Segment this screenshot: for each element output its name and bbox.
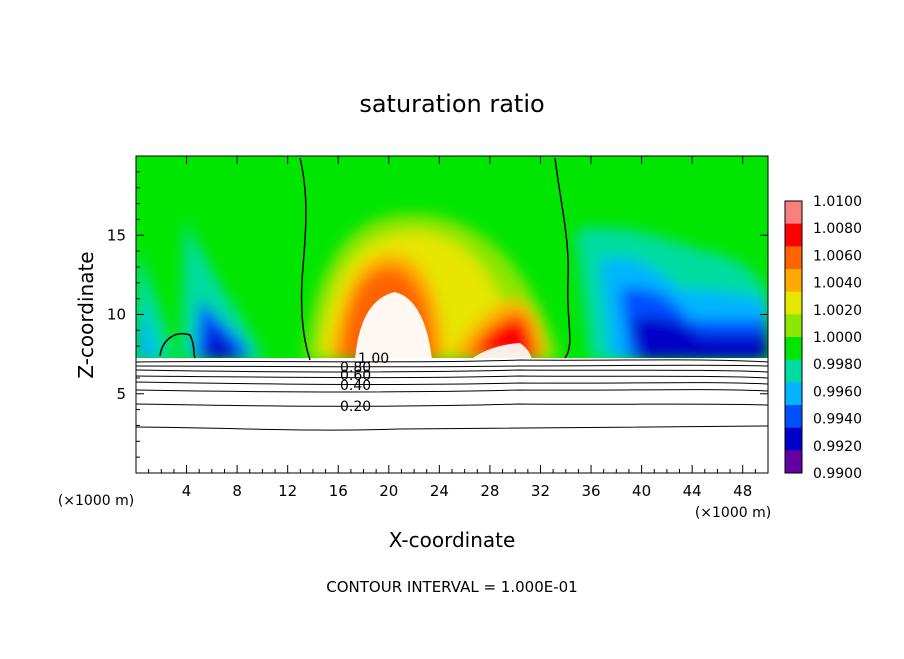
contour-labels: 1.00 0.80 0.60 0.40 0.20 (340, 351, 389, 415)
x-tick-label: 36 (581, 482, 600, 500)
colorbar-swatch (785, 405, 802, 429)
x-tick-label: 44 (683, 482, 702, 500)
contour-label: 0.40 (340, 378, 371, 394)
colorbar-label: 1.0020 (813, 303, 862, 319)
colorbar-swatch (785, 201, 802, 225)
colorbar-swatch (785, 382, 802, 406)
colorbar-label: 0.9960 (813, 384, 862, 400)
x-tick-label: 4 (182, 482, 192, 500)
contour-interval-note: CONTOUR INTERVAL = 1.000E-01 (326, 578, 577, 596)
colorbar-swatch (785, 359, 802, 383)
x-tick-label: 16 (329, 482, 348, 500)
y-axis: 5 10 15 (107, 171, 768, 458)
chart-title: saturation ratio (359, 90, 544, 118)
x-tick-label: 28 (480, 482, 499, 500)
colorbar-swatch (785, 291, 802, 315)
x-tick-label: 32 (531, 482, 550, 500)
heatmap-field (136, 156, 768, 473)
colorbar-label: 1.0040 (813, 276, 862, 292)
colorbar-label: 0.9940 (813, 412, 862, 428)
y-tick-label: 10 (107, 306, 126, 324)
colorbar-swatch (785, 427, 802, 451)
colorbar-label: 1.0080 (813, 221, 862, 237)
colorbar-swatch (785, 314, 802, 338)
contour-label: 0.80 (340, 360, 371, 376)
colorbar-label: 1.0100 (813, 194, 862, 210)
x-axis-label: X-coordinate (389, 528, 516, 552)
y-tick-label: 15 (107, 226, 126, 244)
colorbar-swatch (785, 450, 802, 474)
contour-label: 1.00 (358, 351, 389, 367)
colorbar-swatch (785, 223, 802, 247)
x-tick-label: 40 (632, 482, 651, 500)
x-tick-label: 48 (733, 482, 752, 500)
x-tick-label: 24 (430, 482, 449, 500)
colorbar: 1.0100 1.0080 1.0060 1.0040 1.0020 1.0000 0.99… (784, 194, 862, 482)
colorbar-frame (784, 200, 803, 474)
x-tick-label: 8 (232, 482, 242, 500)
contour-label: 0.20 (340, 399, 371, 415)
x-tick-label: 12 (278, 482, 297, 500)
colorbar-swatch (785, 337, 802, 361)
colorbar-label: 0.9920 (813, 439, 862, 455)
x-unit-right: (×1000 m) (695, 505, 771, 521)
colorbar-label: 0.9980 (813, 357, 862, 373)
colorbar-swatch (785, 269, 802, 293)
colorbar-label: 1.0060 (813, 248, 862, 264)
contour-label: 0.60 (340, 368, 371, 384)
colorbar-label: 0.9900 (813, 466, 862, 482)
x-tick-label: 20 (379, 482, 398, 500)
x-axis: 4 8 12 16 20 24 28 32 36 40 44 48 (148, 156, 756, 500)
x-unit-left: (×1000 m) (58, 493, 134, 509)
colorbar-label: 1.0000 (813, 330, 862, 346)
colorbar-swatch (785, 246, 802, 270)
y-tick-label: 5 (116, 385, 126, 403)
y-axis-label: Z-coordinate (74, 251, 98, 378)
